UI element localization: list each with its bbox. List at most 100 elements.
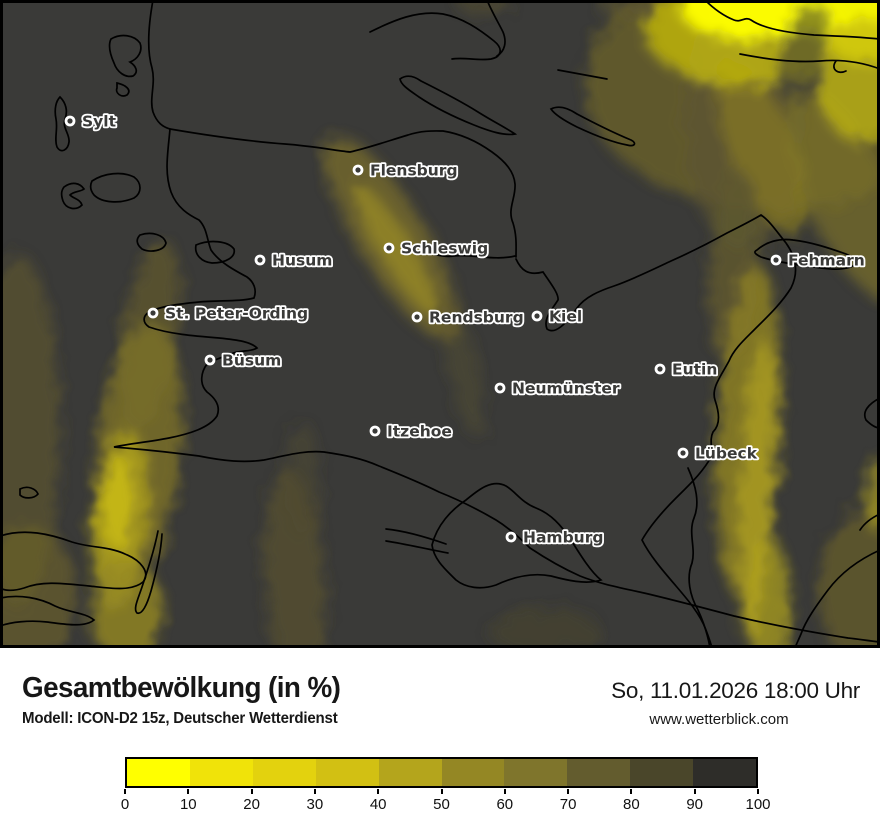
coastline-roemoe-island	[108, 34, 142, 78]
cloud-region	[91, 560, 163, 648]
coastline-bottom-right	[794, 549, 880, 648]
coastline-denmark-northeast-1	[704, 0, 880, 40]
coastline-stoer-river	[134, 530, 163, 615]
city-marker-center	[355, 167, 361, 173]
city-marker-center	[372, 428, 378, 434]
colorbar-tickmark	[377, 789, 380, 794]
colorbar-tick-label: 90	[686, 796, 704, 813]
city-fehmarn: Fehmarn	[770, 250, 867, 271]
city-st-peter-ording: St. Peter-Ording	[147, 303, 310, 324]
colorbar-tick-label: 20	[243, 796, 260, 813]
cloud-region	[284, 423, 320, 533]
colorbar-tick-label: 10	[179, 796, 197, 813]
coastline-danish-shore-bit	[557, 69, 608, 80]
city-kiel: Kiel	[531, 306, 584, 327]
city-label: Rendsburg	[429, 309, 524, 327]
city-label: Fehmarn	[788, 252, 865, 270]
coastline-layer	[0, 0, 880, 648]
cloud-region	[456, 0, 508, 14]
cloud-region	[818, 18, 880, 142]
coastline-elbe-channel-north	[385, 528, 447, 545]
city-marker-center	[534, 313, 540, 319]
city-label: Schleswig	[401, 240, 488, 258]
cloud-region	[442, 299, 484, 437]
city-b-sum: Büsum	[204, 350, 283, 371]
city-label: Lübeck	[695, 445, 758, 463]
coastline-baltic	[515, 213, 797, 648]
city-label: Neumünster	[512, 380, 620, 398]
city-marker-center	[150, 310, 156, 316]
colorbar-tick-label: 70	[559, 796, 577, 813]
city-marker-center	[497, 385, 503, 391]
coastline-right-edge-2	[863, 397, 880, 429]
colorbar-segment-60	[504, 759, 568, 786]
coastline-aeroe-island	[549, 106, 636, 147]
cloud-region	[596, 0, 664, 18]
city-eutin: Eutin	[654, 359, 719, 380]
coastline-small-island-1	[115, 81, 130, 97]
coastline-als-island	[399, 75, 518, 136]
cloud-region	[0, 255, 60, 605]
city-l-beck: Lübeck	[677, 443, 760, 464]
coastline-tidal-flats-1	[0, 531, 147, 592]
colorbar-segment-80	[630, 759, 694, 786]
cloud-region	[0, 525, 76, 648]
city-hamburg: Hamburg	[505, 527, 605, 548]
city-sylt: Sylt	[64, 111, 118, 132]
coastline-nordstrand	[194, 240, 236, 264]
city-marker-center	[414, 314, 420, 320]
forecast-datetime: So, 11.01.2026 18:00 Uhr	[611, 678, 860, 703]
city-marker-center	[657, 366, 663, 372]
city-label: Flensburg	[370, 162, 458, 180]
city-flensburg: Flensburg	[352, 160, 459, 181]
city-itzehoe: Itzehoe	[369, 421, 454, 442]
cloud-region	[715, 59, 809, 237]
colorbar-segment-10	[189, 759, 253, 786]
colorbar-tickmark	[250, 789, 253, 794]
city-label: St. Peter-Ording	[165, 305, 308, 323]
colorbar-segment-20	[252, 759, 316, 786]
colorbar-segment-30	[315, 759, 379, 786]
colorbar-segment-40	[378, 759, 442, 786]
cloud-region	[777, 1, 831, 103]
page-title: Gesamtbewölkung (in %)	[22, 672, 341, 704]
coastline-tidal-flats-2	[0, 595, 96, 627]
cloud-region	[866, 457, 880, 533]
colorbar-segment-0	[127, 759, 190, 786]
city-marker-center	[386, 245, 392, 251]
coastline-foehr-island	[89, 172, 141, 203]
coastline-helgoland	[19, 486, 39, 499]
colorbar	[125, 757, 758, 788]
colorbar-tick-label: 30	[306, 796, 324, 813]
colorbar-tickmark	[693, 789, 696, 794]
cloud-region	[103, 456, 131, 548]
city-rendsburg: Rendsburg	[411, 307, 525, 328]
city-marker-center	[508, 534, 514, 540]
colorbar-tick-label: 80	[623, 796, 640, 813]
colorbar-segment-50	[441, 759, 505, 786]
colorbar-segment-90	[693, 759, 757, 786]
colorbar-tickmark	[630, 789, 633, 794]
colorbar-segment-70	[567, 759, 631, 786]
model-info: Modell: ICON-D2 15z, Deutscher Wetterdie…	[22, 710, 338, 727]
coastline-trave-border	[687, 467, 711, 648]
cloud-cover-map: Sylt Flensburg Schleswig Husum Fehmarn St. Pe…	[0, 0, 880, 648]
cloud-region	[355, 185, 437, 315]
city-label: Kiel	[549, 308, 582, 326]
colorbar-tick-label: 60	[496, 796, 514, 813]
colorbar-tickmark	[757, 789, 759, 794]
colorbar-tick-label: 50	[433, 796, 450, 813]
city-husum: Husum	[254, 250, 334, 271]
colorbar-tickmark	[567, 789, 570, 794]
colorbar-tick-label: 40	[369, 796, 387, 813]
city-schleswig: Schleswig	[383, 238, 490, 259]
city-label: Eutin	[672, 361, 717, 379]
coastline-hamburg-region	[431, 482, 603, 589]
coastline-fehmarn-island	[754, 238, 857, 271]
coastline-schlei-inlet	[416, 250, 516, 259]
city-marker-center	[67, 118, 73, 124]
cloud-cover-layer	[0, 0, 880, 648]
city-label: Itzehoe	[387, 423, 452, 441]
map-area: Sylt Flensburg Schleswig Husum Fehmarn St. Pe…	[0, 0, 880, 648]
